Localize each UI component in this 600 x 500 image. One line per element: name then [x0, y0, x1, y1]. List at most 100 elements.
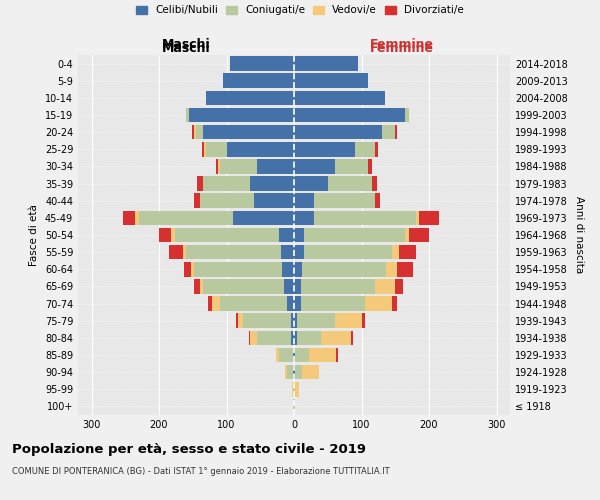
Bar — [294, 382, 295, 396]
Bar — [309, 348, 336, 362]
Bar — [368, 159, 371, 174]
Bar — [186, 108, 190, 122]
Bar — [182, 245, 186, 260]
Bar — [215, 159, 218, 174]
Bar — [292, 382, 293, 396]
Bar — [294, 279, 301, 293]
Bar — [194, 279, 199, 293]
Bar — [375, 279, 395, 293]
Bar — [294, 330, 298, 345]
Bar — [294, 159, 335, 174]
Bar — [409, 228, 429, 242]
Bar — [314, 194, 375, 208]
Bar — [238, 314, 244, 328]
Bar — [279, 348, 293, 362]
Bar — [254, 194, 294, 208]
Bar — [199, 194, 254, 208]
Bar — [293, 399, 294, 413]
Bar — [314, 210, 415, 225]
Bar — [375, 194, 380, 208]
Bar — [236, 314, 238, 328]
Bar — [194, 194, 199, 208]
Bar — [294, 348, 295, 362]
Bar — [295, 365, 302, 380]
Bar — [361, 314, 365, 328]
Bar — [293, 348, 294, 362]
Bar — [276, 348, 279, 362]
Bar — [335, 314, 361, 328]
Bar — [196, 125, 203, 140]
Bar — [301, 296, 365, 311]
Bar — [336, 348, 338, 362]
Bar — [197, 176, 203, 191]
Bar — [284, 279, 294, 293]
Bar — [304, 245, 392, 260]
Bar — [392, 245, 398, 260]
Bar — [203, 125, 294, 140]
Bar — [244, 314, 290, 328]
Bar — [365, 296, 392, 311]
Bar — [285, 365, 287, 380]
Bar — [220, 159, 257, 174]
Bar — [139, 210, 233, 225]
Text: Maschi: Maschi — [161, 38, 211, 52]
Bar — [294, 399, 295, 413]
Bar — [290, 330, 294, 345]
Bar — [294, 245, 304, 260]
Legend: Celibi/Nubili, Coniugati/e, Vedovi/e, Divorziati/e: Celibi/Nubili, Coniugati/e, Vedovi/e, Di… — [136, 5, 464, 15]
Bar — [294, 108, 406, 122]
Bar — [184, 262, 191, 276]
Bar — [294, 210, 314, 225]
Bar — [298, 330, 321, 345]
Bar — [302, 262, 386, 276]
Bar — [250, 176, 294, 191]
Bar — [220, 296, 287, 311]
Bar — [290, 314, 294, 328]
Bar — [186, 245, 281, 260]
Bar — [123, 210, 136, 225]
Bar — [395, 125, 397, 140]
Bar — [395, 279, 403, 293]
Bar — [295, 382, 299, 396]
Bar — [406, 108, 409, 122]
Bar — [208, 296, 212, 311]
Bar — [194, 262, 282, 276]
Bar — [355, 142, 375, 156]
Text: Maschi: Maschi — [161, 42, 211, 55]
Bar — [392, 296, 397, 311]
Bar — [294, 262, 302, 276]
Bar — [304, 228, 406, 242]
Bar — [293, 365, 294, 380]
Bar — [282, 262, 294, 276]
Bar — [279, 228, 294, 242]
Bar — [415, 210, 419, 225]
Bar — [382, 125, 395, 140]
Bar — [204, 142, 206, 156]
Bar — [293, 382, 294, 396]
Bar — [298, 314, 335, 328]
Bar — [352, 330, 353, 345]
Bar — [294, 74, 368, 88]
Bar — [249, 330, 250, 345]
Text: Femmine: Femmine — [370, 42, 434, 55]
Bar — [294, 194, 314, 208]
Bar — [294, 56, 358, 71]
Bar — [202, 142, 204, 156]
Bar — [328, 176, 371, 191]
Bar — [419, 210, 439, 225]
Bar — [171, 228, 175, 242]
Bar — [375, 142, 379, 156]
Bar — [294, 142, 355, 156]
Bar — [371, 176, 377, 191]
Text: Popolazione per età, sesso e stato civile - 2019: Popolazione per età, sesso e stato civil… — [12, 442, 366, 456]
Bar — [295, 348, 309, 362]
Bar — [301, 279, 375, 293]
Bar — [223, 74, 294, 88]
Bar — [175, 228, 279, 242]
Bar — [294, 296, 301, 311]
Bar — [218, 159, 220, 174]
Bar — [386, 262, 397, 276]
Bar — [159, 228, 171, 242]
Y-axis label: Anni di nascita: Anni di nascita — [574, 196, 584, 274]
Bar — [294, 314, 298, 328]
